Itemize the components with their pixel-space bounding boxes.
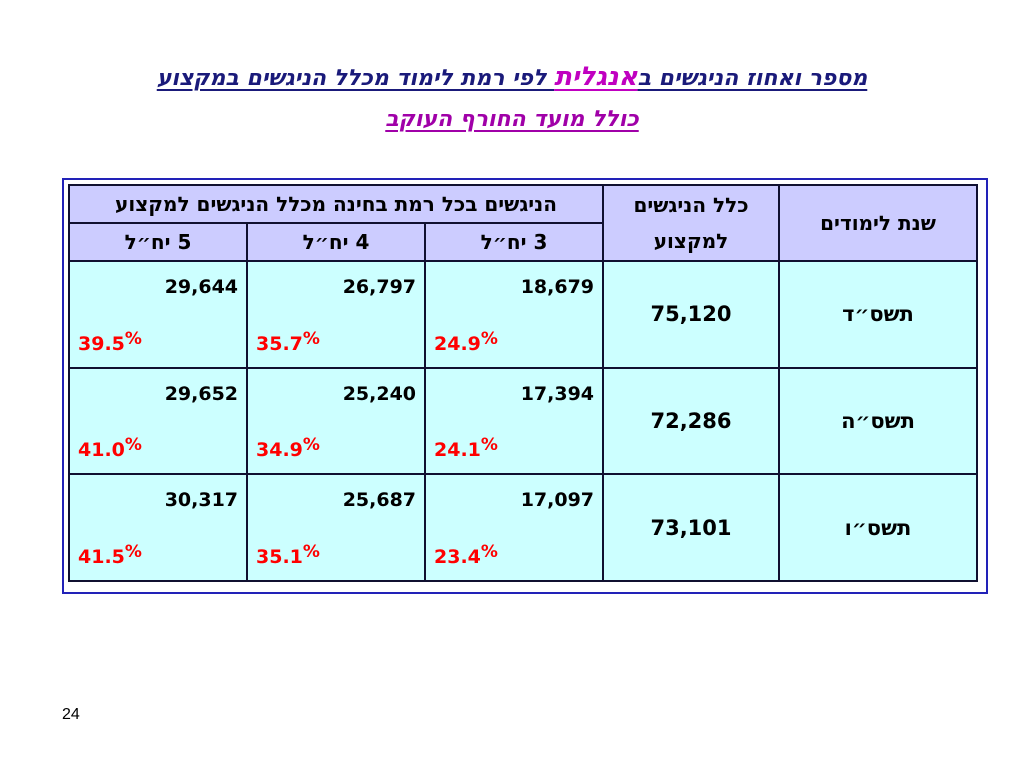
total-cell: 72,286 xyxy=(602,366,781,476)
year-cell: תשס״ד xyxy=(778,260,979,369)
year-cell: תשס״ה xyxy=(778,366,979,476)
percent-value: 34.9% xyxy=(256,435,320,462)
title-text-end: לפי רמת לימוד מכלל הניגשים במקצוע xyxy=(156,66,555,91)
header-total: כלל הניגשים למקצוע xyxy=(602,184,781,262)
percent-value: 35.7% xyxy=(256,328,320,355)
percent-value: 35.1% xyxy=(256,542,320,568)
count-value: 17,097 xyxy=(520,489,595,512)
table-row: תשס״ד 75,120 18,679 24.9% 26,797 35.7% 2… xyxy=(67,260,979,369)
title-subject: אנגלית xyxy=(554,62,638,92)
table-row: תשס״ו 73,101 17,097 23.4% 25,687 35.1% 3… xyxy=(67,473,979,582)
percent-value: 39.5% xyxy=(78,328,142,355)
count-value: 26,797 xyxy=(342,276,417,298)
count-value: 29,644 xyxy=(164,276,239,298)
total-cell: 75,120 xyxy=(602,260,781,369)
table-frame: שנת לימודים כלל הניגשים למקצוע הניגשים ב… xyxy=(62,178,988,594)
year-cell: תשס״ו xyxy=(778,473,979,582)
page-number: 24 xyxy=(62,706,80,723)
count-value: 17,394 xyxy=(520,382,595,405)
level-4-cell: 25,687 35.1% xyxy=(246,473,427,582)
level-5-cell: 29,652 41.0% xyxy=(67,366,249,476)
count-value: 25,240 xyxy=(342,382,417,405)
header-level-5: 5 יח״ל xyxy=(67,222,249,262)
title-subtitle: כולל מועד החורף העוקב xyxy=(385,107,639,132)
data-table: שנת לימודים כלל הניגשים למקצוע הניגשים ב… xyxy=(67,184,979,582)
count-value: 25,687 xyxy=(342,489,417,512)
header-row-2: 3 יח״ל 4 יח״ל 5 יח״ל xyxy=(67,222,977,262)
header-year: שנת לימודים xyxy=(778,184,979,262)
level-3-cell: 17,097 23.4% xyxy=(424,473,605,582)
slide-title-line-2: כולל מועד החורף העוקב xyxy=(60,106,964,134)
level-3-cell: 18,679 24.9% xyxy=(424,260,605,369)
slide-title-line-1: מספר ואחוז הניגשים באנגלית לפי רמת לימוד… xyxy=(60,63,964,93)
percent-value: 41.0% xyxy=(78,435,142,462)
count-value: 29,652 xyxy=(164,382,239,405)
table-row: תשס״ה 72,286 17,394 24.1% 25,240 34.9% 2… xyxy=(67,366,979,476)
count-value: 18,679 xyxy=(520,276,595,298)
header-row-1: שנת לימודים כלל הניגשים למקצוע הניגשים ב… xyxy=(67,184,979,262)
level-5-cell: 29,644 39.5% xyxy=(67,260,249,369)
percent-value: 23.4% xyxy=(434,542,498,568)
percent-value: 24.1% xyxy=(434,435,498,462)
level-4-cell: 25,240 34.9% xyxy=(246,366,427,476)
level-3-cell: 17,394 24.1% xyxy=(424,366,605,476)
percent-value: 24.9% xyxy=(434,328,498,355)
header-level-4: 4 יח״ל xyxy=(246,222,427,262)
count-value: 30,317 xyxy=(164,489,239,512)
total-cell: 73,101 xyxy=(602,473,781,582)
level-5-cell: 30,317 41.5% xyxy=(67,473,249,582)
header-level-group: הניגשים בכל רמת בחינה מכלל הניגשים למקצו… xyxy=(67,184,605,224)
header-level-3: 3 יח״ל xyxy=(424,222,605,262)
percent-value: 41.5% xyxy=(78,542,142,568)
level-4-cell: 26,797 35.7% xyxy=(246,260,427,369)
title-text-start: מספר ואחוז הניגשים ב xyxy=(637,66,868,91)
